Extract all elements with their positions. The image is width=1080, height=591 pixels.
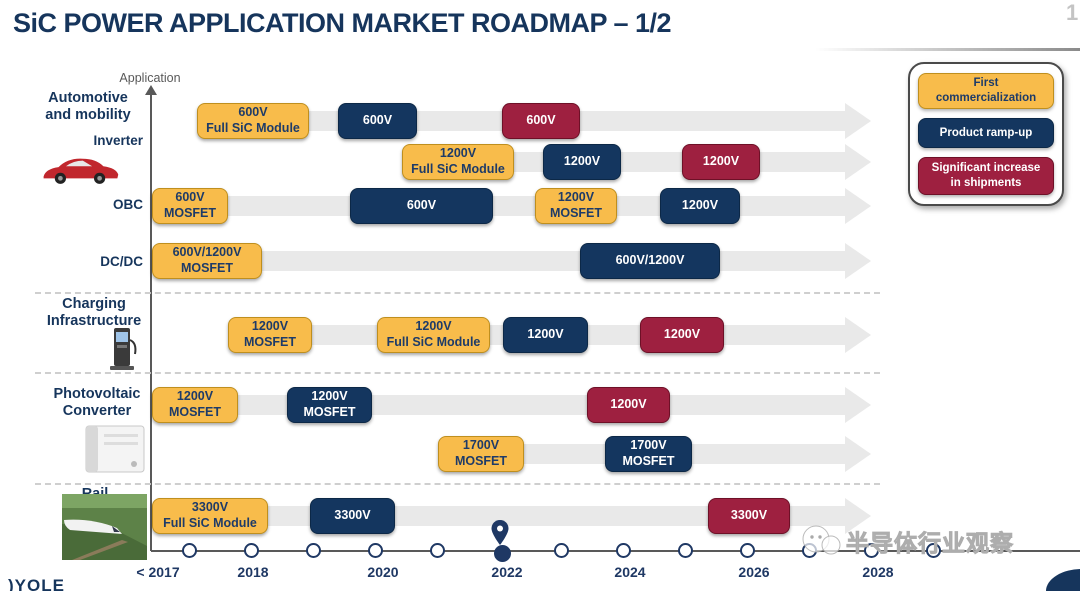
timeline-dot bbox=[616, 543, 631, 558]
timeline-dot bbox=[740, 543, 755, 558]
roadmap-box-ramp: 600V/1200V bbox=[580, 243, 720, 279]
arrowhead-icon bbox=[845, 498, 871, 534]
roadmap-box-first: 1200V Full SiC Module bbox=[402, 144, 514, 180]
watermark-text: 半导体行业观察 bbox=[846, 530, 1014, 557]
roadmap-box-ramp: 1700V MOSFET bbox=[605, 436, 692, 472]
roadmap-box-ramp: 3300V bbox=[310, 498, 395, 534]
timeline-dot bbox=[678, 543, 693, 558]
car-icon bbox=[38, 150, 122, 193]
section-separator bbox=[35, 372, 880, 374]
legend-item-ramp: Product ramp-up bbox=[918, 118, 1054, 148]
year-label: 2024 bbox=[614, 564, 646, 580]
section-label-charging: Charging Infrastructure bbox=[46, 296, 142, 329]
timeline-axis bbox=[151, 550, 1080, 552]
yole-logo: )YOLE bbox=[8, 576, 65, 591]
roadmap-box-first: 1200V Full SiC Module bbox=[377, 317, 490, 353]
application-axis bbox=[150, 94, 152, 551]
roadmap-box-ramp: 600V bbox=[338, 103, 417, 139]
row-label-dcdc: DC/DC bbox=[100, 254, 143, 269]
arrowhead-icon bbox=[845, 188, 871, 224]
axis-arrowhead-icon bbox=[145, 85, 157, 95]
timeline-dot bbox=[864, 543, 879, 558]
wechat-logo-icon bbox=[802, 525, 841, 555]
legend: First commercialization Product ramp-up Si… bbox=[908, 62, 1064, 206]
section-separator bbox=[35, 292, 880, 294]
roadmap-box-ramp: 1200V MOSFET bbox=[287, 387, 372, 423]
map-pin-icon bbox=[491, 520, 509, 551]
timeline-dot bbox=[554, 543, 569, 558]
section-label-automotive: Automotive and mobility bbox=[45, 90, 131, 123]
arrowhead-icon bbox=[845, 243, 871, 279]
timeline-dot bbox=[926, 543, 941, 558]
roadmap-box-ramp: 1200V bbox=[503, 317, 588, 353]
timeline-dot bbox=[368, 543, 383, 558]
roadmap-arrow-obc bbox=[152, 196, 845, 216]
roadmap-box-first: 1200V MOSFET bbox=[228, 317, 312, 353]
charging-station-icon bbox=[106, 326, 140, 377]
row-label-inverter: Inverter bbox=[93, 133, 143, 148]
timeline-dot-current bbox=[493, 544, 511, 562]
roadmap-box-ramp: 1200V bbox=[543, 144, 621, 180]
year-label: 2026 bbox=[738, 564, 770, 580]
year-label: 2020 bbox=[367, 564, 399, 580]
year-label: 2022 bbox=[491, 564, 523, 580]
timeline-dot bbox=[182, 543, 197, 558]
roadmap-box-first: 600V/1200V MOSFET bbox=[152, 243, 262, 279]
year-label: 2028 bbox=[862, 564, 894, 580]
section-separator bbox=[35, 483, 880, 485]
row-label-obc: OBC bbox=[113, 197, 143, 212]
roadmap-box-ramp: 600V bbox=[350, 188, 493, 224]
timeline-dot bbox=[306, 543, 321, 558]
roadmap-box-first: 3300V Full SiC Module bbox=[152, 498, 268, 534]
roadmap-box-first: 600V Full SiC Module bbox=[197, 103, 309, 139]
year-label: < 2017 bbox=[136, 564, 180, 580]
axis-label: Application bbox=[119, 71, 181, 85]
roadmap-box-ramp: 1200V bbox=[660, 188, 740, 224]
roadmap-box-increase: 1200V bbox=[682, 144, 760, 180]
train-photo bbox=[62, 494, 147, 565]
roadmap-box-first: 1200V MOSFET bbox=[152, 387, 238, 423]
roadmap-box-first: 1700V MOSFET bbox=[438, 436, 524, 472]
arrowhead-icon bbox=[845, 144, 871, 180]
roadmap-box-increase: 1200V bbox=[640, 317, 724, 353]
timeline-dot bbox=[244, 543, 259, 558]
watermark: 半导体行业观察 bbox=[800, 524, 1014, 558]
roadmap-box-first: 600V MOSFET bbox=[152, 188, 228, 224]
roadmap-box-increase: 1200V bbox=[587, 387, 670, 423]
page-number: 1 bbox=[1066, 0, 1079, 25]
arrowhead-icon bbox=[845, 436, 871, 472]
legend-item-first: First commercialization bbox=[918, 73, 1054, 109]
legend-item-increase: Significant increase in shipments bbox=[918, 157, 1054, 195]
roadmap-box-first: 1200V MOSFET bbox=[535, 188, 617, 224]
timeline-dot bbox=[430, 543, 445, 558]
arrowhead-icon bbox=[845, 317, 871, 353]
section-label-photovoltaic: Photovoltaic Converter bbox=[53, 386, 141, 419]
roadmap-box-increase: 600V bbox=[502, 103, 580, 139]
corner-decoration bbox=[1046, 569, 1080, 591]
page-title: SiC POWER APPLICATION MARKET ROADMAP – 1… bbox=[13, 8, 672, 38]
roadmap-arrow-pv-1200 bbox=[152, 395, 845, 415]
header-rule bbox=[815, 48, 1080, 51]
year-label: 2018 bbox=[237, 564, 269, 580]
arrowhead-icon bbox=[845, 103, 871, 139]
arrowhead-icon bbox=[845, 387, 871, 423]
roadmap-box-increase: 3300V bbox=[708, 498, 790, 534]
pv-converter-icon bbox=[84, 422, 148, 483]
